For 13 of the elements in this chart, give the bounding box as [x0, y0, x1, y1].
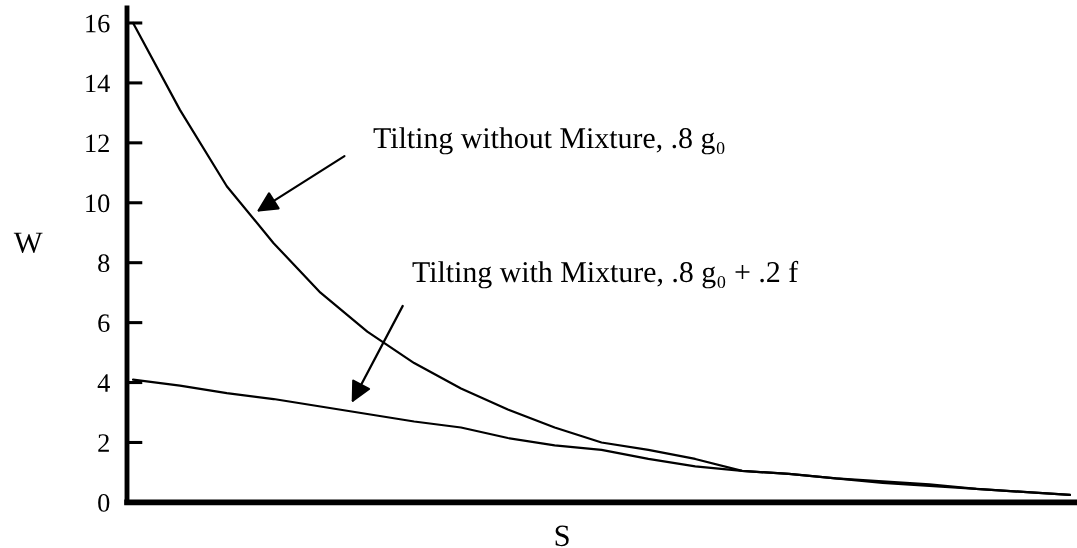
x-axis-title: S	[555, 525, 569, 547]
y-tick-label: 16	[86, 14, 110, 33]
y-tick-label: 8	[98, 254, 110, 273]
y-tick-label: 0	[98, 494, 110, 512]
y-tick-label: 4	[97, 374, 110, 392]
annotation: Tilting without Mixture, .8 g₀	[373, 127, 725, 155]
y-tick-label: 2	[98, 434, 109, 452]
y-tick-label: 6	[98, 314, 110, 333]
y-tick-label: 14	[86, 74, 110, 93]
y-tick-label: 10	[86, 194, 110, 213]
y-axis-title: W	[13, 232, 43, 254]
annotation: Tilting with Mixture, .8 g₀ + .2 f	[412, 260, 799, 289]
y-tick-label: 12	[86, 134, 109, 152]
